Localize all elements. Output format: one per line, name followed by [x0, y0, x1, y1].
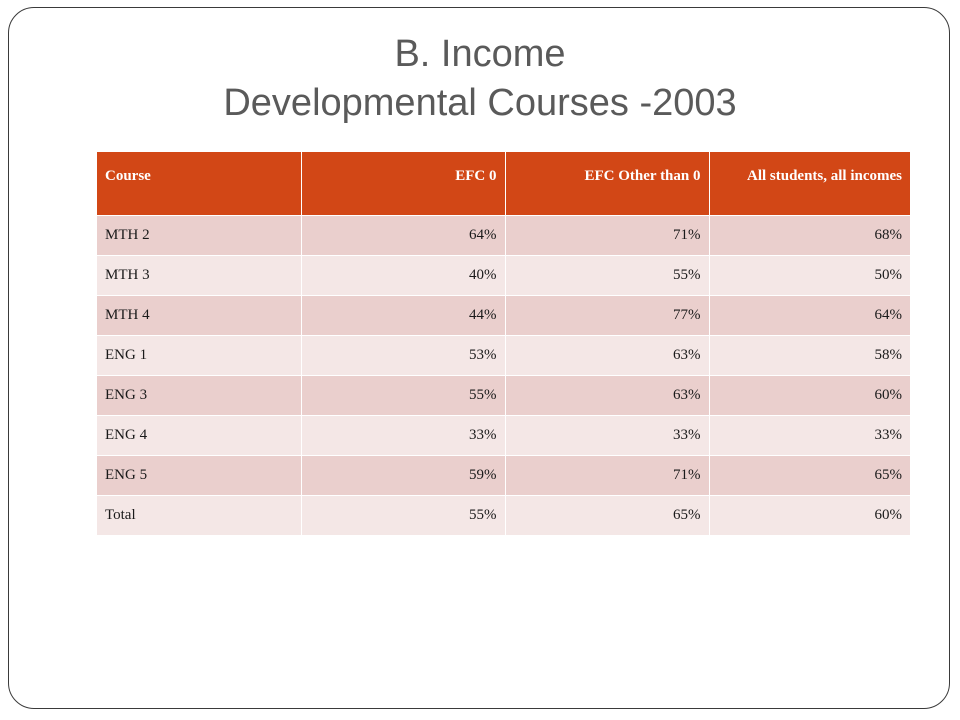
- cell-all-students: 58%: [708, 334, 910, 375]
- table-row: Total 55% 65% 60%: [97, 494, 910, 535]
- cell-efc-0: 33%: [300, 414, 505, 455]
- header-efc-0: EFC 0: [300, 152, 505, 215]
- cell-course: ENG 3: [97, 374, 301, 415]
- cell-course: ENG 1: [97, 334, 301, 375]
- cell-course: MTH 2: [97, 214, 301, 255]
- cell-course: Total: [97, 494, 301, 535]
- cell-efc-0: 55%: [300, 494, 505, 535]
- cell-all-students: 64%: [708, 294, 910, 335]
- table-row: ENG 4 33% 33% 33%: [97, 414, 910, 455]
- cell-course: MTH 4: [97, 294, 301, 335]
- cell-efc-0: 59%: [300, 454, 505, 495]
- slide-title: B. Income Developmental Courses -2003: [0, 30, 960, 128]
- cell-efc-other: 71%: [504, 454, 709, 495]
- cell-all-students: 68%: [708, 214, 910, 255]
- table-row: ENG 5 59% 71% 65%: [97, 454, 910, 495]
- cell-efc-other: 63%: [504, 334, 709, 375]
- table-row: MTH 4 44% 77% 64%: [97, 294, 910, 335]
- income-table: Course EFC 0 EFC Other than 0 All studen…: [97, 152, 910, 535]
- cell-course: MTH 3: [97, 254, 301, 295]
- cell-efc-other: 77%: [504, 294, 709, 335]
- table-row: MTH 2 64% 71% 68%: [97, 214, 910, 255]
- cell-efc-other: 65%: [504, 494, 709, 535]
- cell-efc-0: 40%: [300, 254, 505, 295]
- header-course: Course: [97, 152, 301, 215]
- cell-efc-0: 64%: [300, 214, 505, 255]
- cell-efc-0: 55%: [300, 374, 505, 415]
- cell-efc-other: 33%: [504, 414, 709, 455]
- cell-course: ENG 5: [97, 454, 301, 495]
- header-efc-other: EFC Other than 0: [504, 152, 709, 215]
- cell-all-students: 65%: [708, 454, 910, 495]
- cell-efc-0: 44%: [300, 294, 505, 335]
- cell-efc-other: 63%: [504, 374, 709, 415]
- table-header-row: Course EFC 0 EFC Other than 0 All studen…: [97, 152, 910, 215]
- cell-course: ENG 4: [97, 414, 301, 455]
- title-line-1: B. Income: [394, 33, 566, 75]
- table-row: ENG 3 55% 63% 60%: [97, 374, 910, 415]
- cell-efc-0: 53%: [300, 334, 505, 375]
- cell-efc-other: 71%: [504, 214, 709, 255]
- title-line-2: Developmental Courses -2003: [223, 82, 737, 124]
- cell-all-students: 60%: [708, 374, 910, 415]
- header-all-students: All students, all incomes: [708, 152, 910, 215]
- cell-efc-other: 55%: [504, 254, 709, 295]
- table-row: ENG 1 53% 63% 58%: [97, 334, 910, 375]
- cell-all-students: 33%: [708, 414, 910, 455]
- table-row: MTH 3 40% 55% 50%: [97, 254, 910, 295]
- cell-all-students: 50%: [708, 254, 910, 295]
- cell-all-students: 60%: [708, 494, 910, 535]
